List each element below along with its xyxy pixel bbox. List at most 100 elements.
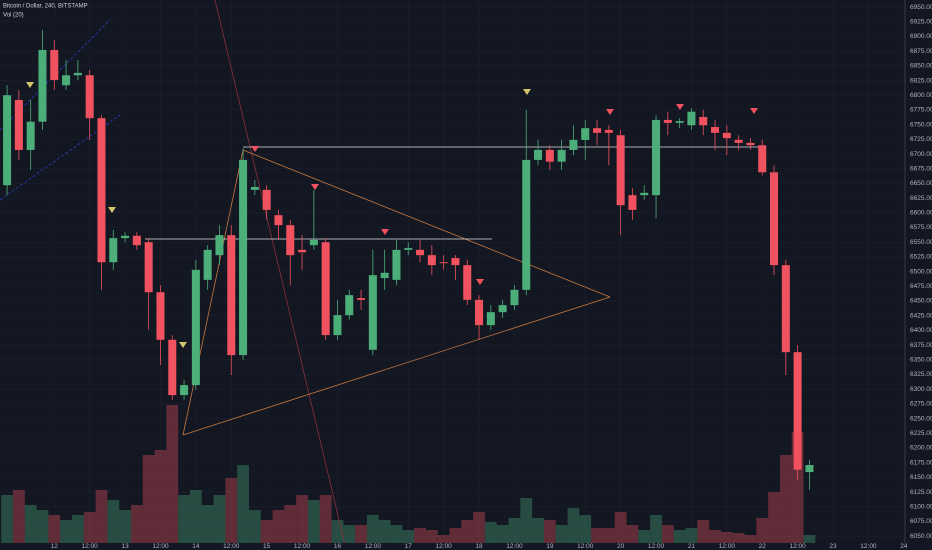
- volume-bar: [343, 525, 356, 545]
- candle-body: [50, 49, 59, 80]
- x-tick-label: 21: [688, 543, 696, 550]
- candle-body: [380, 272, 389, 279]
- candle-body: [640, 192, 649, 196]
- volume-bar: [414, 528, 426, 545]
- y-tick-label: 6275.00: [910, 401, 932, 408]
- candle-body: [14, 99, 23, 150]
- volume-bar: [650, 515, 662, 545]
- candle-body: [711, 126, 720, 133]
- volume-bar: [791, 432, 804, 545]
- y-tick-label: 6200.00: [910, 445, 932, 452]
- candle-body: [309, 239, 318, 246]
- y-tick-label: 6325.00: [910, 371, 932, 378]
- candle-body: [652, 119, 661, 196]
- candle-body: [26, 121, 35, 150]
- volume-bar: [614, 512, 627, 545]
- volume-bar: [803, 535, 816, 545]
- volume-bar: [697, 520, 710, 545]
- x-tick-label: 12:00: [719, 543, 736, 550]
- triangle-line: [182, 296, 611, 436]
- candle-body: [132, 235, 141, 246]
- volume-bar: [60, 520, 72, 545]
- y-tick-label: 6250.00: [910, 415, 932, 422]
- grid: [0, 0, 905, 545]
- volume-bar: [48, 515, 61, 545]
- y-tick-label: 6150.00: [910, 474, 932, 481]
- y-tick-label: 6300.00: [910, 386, 932, 393]
- volume-bar: [213, 495, 226, 545]
- volume-bar: [24, 505, 37, 545]
- volume-bar: [83, 512, 96, 545]
- y-tick-label: 6475.00: [910, 283, 932, 290]
- volume-bar: [178, 495, 190, 545]
- volume-bar: [390, 525, 403, 545]
- candle-body: [699, 116, 708, 126]
- volume-bar: [107, 500, 120, 545]
- x-tick-label: 17: [405, 543, 413, 550]
- candle-body: [298, 249, 307, 253]
- y-tick-label: 6925.00: [910, 18, 932, 25]
- candle-body: [180, 385, 189, 396]
- volume-bar: [591, 528, 603, 545]
- volume-bar: [331, 520, 344, 545]
- price-axis: [905, 0, 932, 550]
- volume-bar: [437, 535, 450, 545]
- volume-bar: [307, 500, 320, 545]
- volume-bar: [142, 455, 155, 545]
- volume-bar: [248, 510, 261, 545]
- volume-label: Vol (20): [3, 13, 24, 19]
- candle-body: [97, 118, 106, 263]
- y-tick-label: 6625.00: [910, 195, 932, 202]
- volume-bar: [532, 518, 544, 545]
- volume-bar: [119, 510, 131, 545]
- volume-bar: [709, 530, 721, 545]
- volume-bar: [402, 530, 415, 545]
- candle-body: [368, 275, 377, 350]
- y-tick-label: 6175.00: [910, 459, 932, 466]
- y-tick-label: 6825.00: [910, 77, 932, 84]
- volume-bar: [71, 515, 84, 545]
- volume-bar: [284, 505, 297, 545]
- volume-bar: [166, 405, 179, 545]
- candle-body: [333, 315, 342, 336]
- y-tick-label: 6050.00: [910, 533, 932, 540]
- x-tick-label: 18: [475, 543, 483, 550]
- candle-body: [663, 119, 672, 123]
- x-tick-label: 12:00: [294, 543, 311, 550]
- candle-body: [262, 189, 271, 210]
- x-tick-label: 22: [759, 543, 767, 550]
- candle-body: [3, 95, 12, 186]
- y-tick-label: 6125.00: [910, 489, 932, 496]
- volume-bar: [626, 525, 639, 545]
- candle-body: [522, 159, 531, 290]
- x-tick-label: 12:00: [365, 543, 382, 550]
- candle-body: [628, 195, 637, 210]
- candle-body: [746, 142, 755, 146]
- candle-body: [734, 139, 743, 143]
- candle-body: [604, 129, 613, 133]
- volume-bar: [237, 465, 249, 545]
- x-tick-label: 13: [121, 543, 129, 550]
- x-tick-label: 14: [192, 543, 200, 550]
- y-tick-label: 6350.00: [910, 357, 932, 364]
- candle-body: [62, 75, 71, 86]
- trend-line: [214, 0, 346, 546]
- volume-bar: [508, 518, 521, 545]
- y-tick-label: 6900.00: [910, 33, 932, 40]
- candle-body: [510, 289, 519, 306]
- x-tick-label: 12:00: [789, 543, 806, 550]
- chart-title: Bitcoin / Dollar, 240, BITSTAMP: [3, 4, 88, 10]
- y-tick-label: 6775.00: [910, 107, 932, 114]
- y-tick-label: 6750.00: [910, 121, 932, 128]
- x-tick-label: 12:00: [577, 543, 594, 550]
- candle-body: [321, 242, 330, 336]
- candle-body: [416, 249, 425, 256]
- y-tick-label: 6700.00: [910, 151, 932, 158]
- volume-bar: [555, 525, 568, 545]
- candle-body: [109, 238, 118, 263]
- y-tick-label: 6875.00: [910, 48, 932, 55]
- volume-bar: [12, 490, 25, 545]
- candle-body: [156, 292, 165, 340]
- candle-body: [581, 128, 590, 140]
